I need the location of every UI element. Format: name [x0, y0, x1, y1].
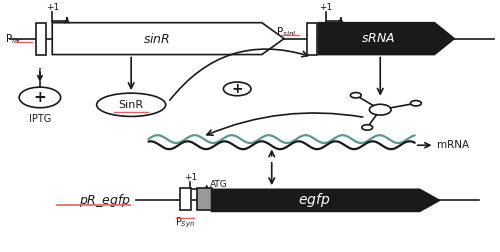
Bar [180, 188, 191, 210]
Text: P$_{\mathit{Syn}}$: P$_{\mathit{Syn}}$ [176, 215, 196, 230]
Text: $\mathit{sinR}$: $\mathit{sinR}$ [144, 32, 171, 46]
Text: P$_{\mathit{sinI}}$: P$_{\mathit{sinI}}$ [276, 26, 296, 39]
Circle shape [370, 104, 391, 115]
Bar [307, 23, 317, 54]
Text: +1: +1 [184, 173, 197, 182]
Text: +1: +1 [46, 3, 59, 12]
Text: SinR: SinR [118, 100, 144, 110]
Text: IPTG: IPTG [29, 114, 51, 124]
Polygon shape [212, 189, 440, 211]
Polygon shape [318, 23, 454, 54]
Circle shape [350, 92, 362, 98]
Text: +1: +1 [320, 3, 332, 12]
Circle shape [19, 87, 60, 108]
Text: P$_{\mathit{lac}}$: P$_{\mathit{lac}}$ [6, 32, 24, 46]
Text: ATG: ATG [210, 180, 228, 188]
Text: $\mathit{egfp}$: $\mathit{egfp}$ [298, 191, 331, 209]
Text: +: + [232, 82, 243, 96]
Text: $\mathit{sRNA}$: $\mathit{sRNA}$ [362, 32, 396, 45]
Circle shape [224, 82, 251, 96]
Bar [197, 188, 212, 210]
Text: pR_$\mathit{egfp}$: pR_$\mathit{egfp}$ [79, 192, 131, 209]
Ellipse shape [96, 93, 166, 116]
Text: +: + [34, 90, 46, 105]
Bar [36, 23, 46, 54]
Text: mRNA: mRNA [437, 140, 469, 150]
Polygon shape [52, 23, 284, 54]
Circle shape [410, 101, 422, 106]
Circle shape [362, 125, 372, 130]
